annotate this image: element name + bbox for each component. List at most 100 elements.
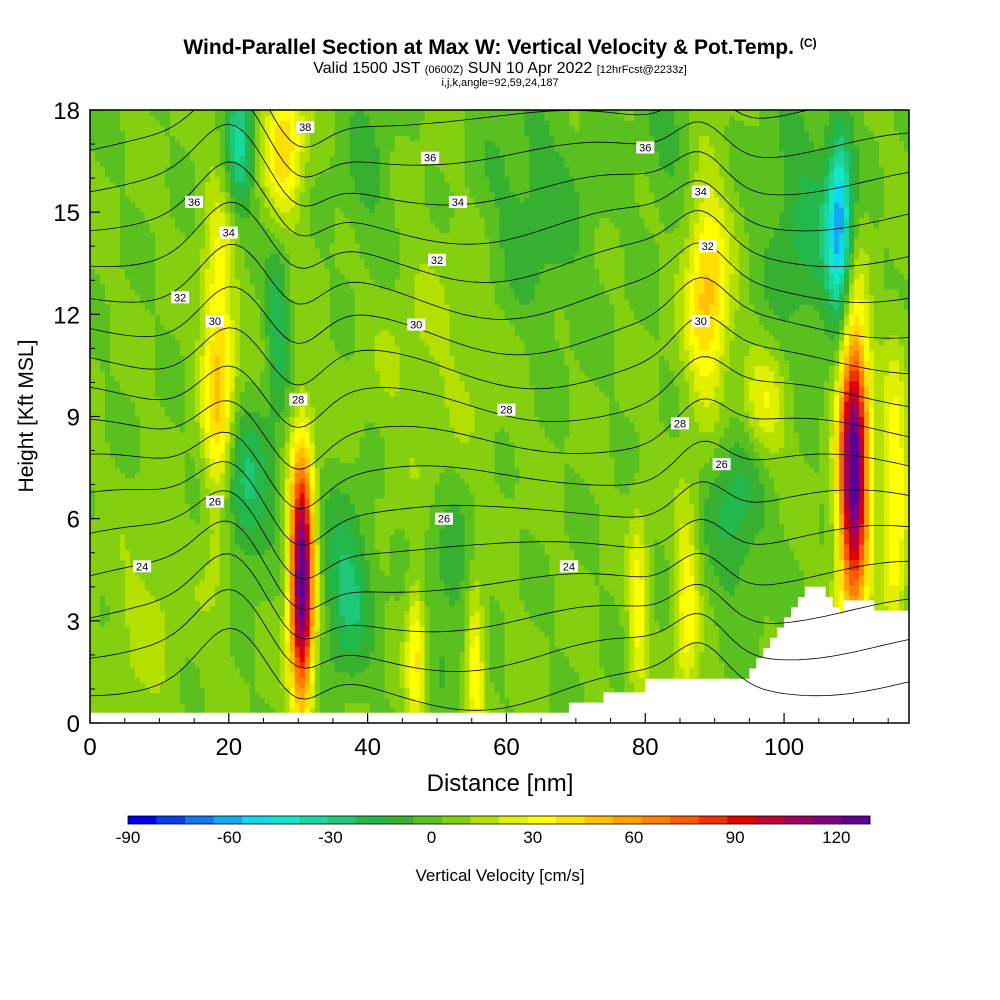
velocity-cell: [754, 626, 760, 632]
velocity-cell: [669, 570, 675, 576]
velocity-cell: [619, 641, 625, 647]
velocity-cell: [694, 595, 700, 601]
velocity-cell: [719, 662, 725, 668]
velocity-cell: [584, 672, 590, 678]
velocity-cell: [280, 697, 286, 703]
velocity-cell: [245, 657, 251, 663]
velocity-cell: [529, 641, 535, 647]
velocity-cell: [485, 590, 491, 596]
velocity-cell: [195, 662, 201, 668]
velocity-cell: [340, 667, 346, 673]
velocity-cell: [190, 595, 196, 601]
velocity-cell: [300, 651, 306, 657]
velocity-cell: [480, 703, 486, 709]
velocity-cell: [345, 646, 351, 652]
velocity-cell: [200, 672, 206, 678]
velocity-cell: [674, 626, 680, 632]
velocity-cell: [604, 626, 610, 632]
velocity-cell: [719, 580, 725, 586]
velocity-cell: [504, 616, 510, 622]
velocity-cell: [285, 570, 291, 576]
velocity-cell: [430, 692, 436, 698]
velocity-cell: [405, 575, 411, 581]
velocity-cell: [300, 682, 306, 688]
velocity-cell: [105, 687, 111, 693]
velocity-cell: [475, 600, 481, 606]
velocity-cell: [425, 657, 431, 663]
velocity-cell: [135, 595, 141, 601]
velocity-cell: [285, 641, 291, 647]
velocity-cell: [395, 580, 401, 586]
velocity-cell: [170, 667, 176, 673]
velocity-cell: [260, 631, 266, 637]
velocity-cell: [140, 585, 146, 591]
velocity-cell: [130, 672, 136, 678]
velocity-cell: [310, 611, 316, 617]
velocity-cell: [170, 662, 176, 668]
velocity-cell: [365, 570, 371, 576]
velocity-cell: [320, 641, 326, 647]
velocity-cell: [410, 590, 416, 596]
velocity-cell: [669, 641, 675, 647]
velocity-cell: [574, 585, 580, 591]
velocity-cell: [754, 606, 760, 612]
velocity-cell: [440, 611, 446, 617]
velocity-cell: [614, 616, 620, 622]
velocity-cell: [659, 585, 665, 591]
velocity-cell: [200, 570, 206, 576]
velocity-cell: [470, 672, 476, 678]
velocity-cell: [534, 682, 540, 688]
velocity-cell: [305, 580, 311, 586]
velocity-cell: [549, 631, 555, 637]
velocity-cell: [579, 636, 585, 642]
velocity-cell: [699, 646, 705, 652]
velocity-cell: [490, 636, 496, 642]
velocity-cell: [574, 621, 580, 627]
velocity-cell: [190, 611, 196, 617]
velocity-cell: [330, 672, 336, 678]
velocity-cell: [390, 708, 396, 714]
velocity-cell: [300, 646, 306, 652]
velocity-cell: [235, 692, 241, 698]
velocity-cell: [315, 626, 321, 632]
velocity-cell: [514, 697, 520, 703]
velocity-cell: [440, 636, 446, 642]
velocity-cell: [365, 606, 371, 612]
velocity-cell: [514, 708, 520, 714]
velocity-cell: [504, 657, 510, 663]
velocity-cell: [475, 697, 481, 703]
velocity-cell: [445, 600, 451, 606]
velocity-cell: [405, 646, 411, 652]
velocity-cell: [734, 636, 740, 642]
velocity-cell: [120, 621, 126, 627]
velocity-cell: [380, 626, 386, 632]
velocity-cell: [524, 641, 530, 647]
velocity-cell: [140, 651, 146, 657]
velocity-cell: [135, 651, 141, 657]
velocity-cell: [120, 595, 126, 601]
velocity-cell: [160, 657, 166, 663]
velocity-cell: [365, 616, 371, 622]
velocity-cell: [699, 662, 705, 668]
velocity-cell: [684, 575, 690, 581]
velocity-cell: [500, 697, 506, 703]
velocity-cell: [634, 667, 640, 673]
velocity-cell: [315, 682, 321, 688]
velocity-cell: [330, 590, 336, 596]
velocity-cell: [335, 570, 341, 576]
velocity-cell: [509, 611, 515, 617]
velocity-cell: [440, 580, 446, 586]
velocity-cell: [190, 687, 196, 693]
velocity-cell: [350, 646, 356, 652]
velocity-cell: [300, 611, 306, 617]
velocity-cell: [230, 575, 236, 581]
velocity-cell: [519, 692, 525, 698]
velocity-cell: [430, 636, 436, 642]
velocity-cell: [360, 626, 366, 632]
velocity-cell: [500, 646, 506, 652]
velocity-cell: [185, 677, 191, 683]
velocity-cell: [584, 651, 590, 657]
velocity-cell: [869, 590, 875, 596]
velocity-cell: [509, 682, 515, 688]
velocity-cell: [739, 595, 745, 601]
